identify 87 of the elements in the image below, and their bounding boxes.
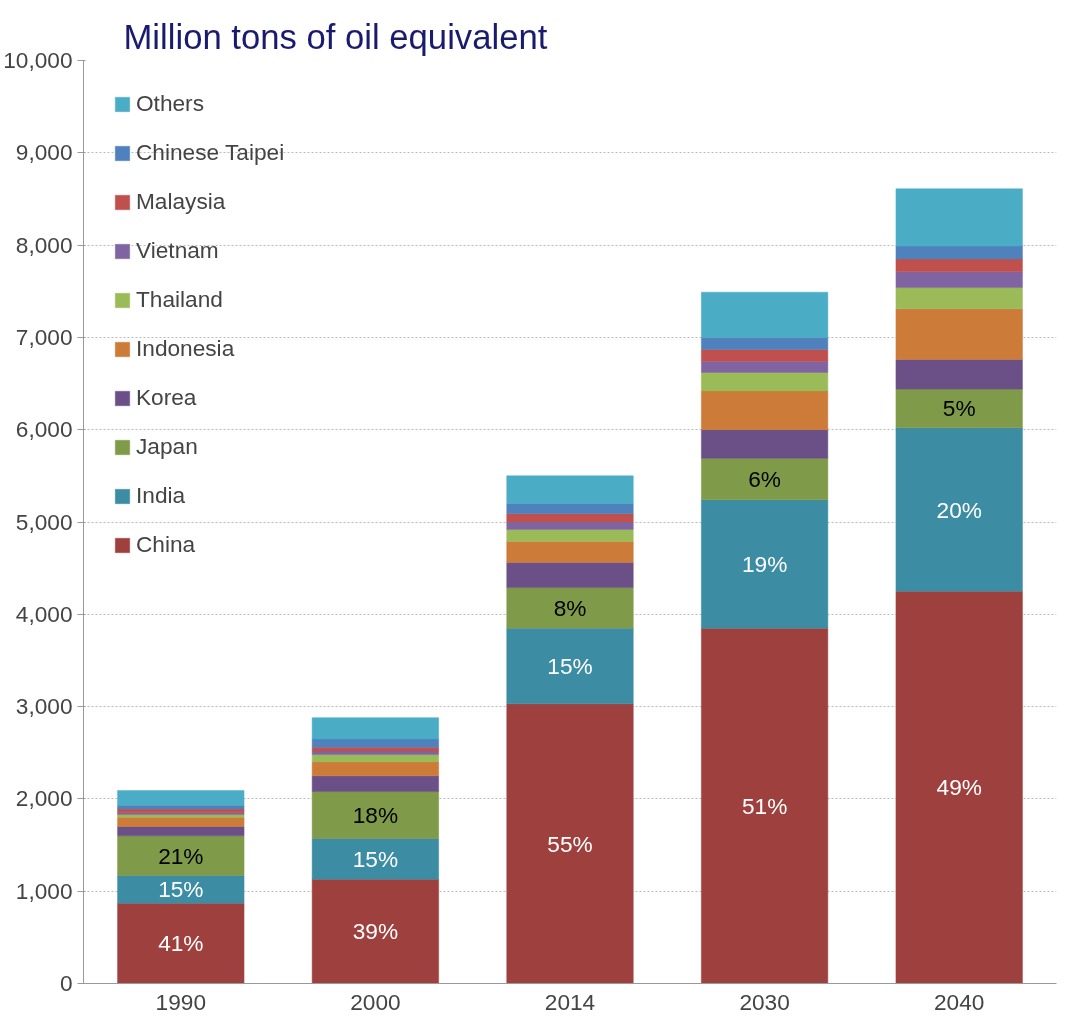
y-tick-label: 1,000 [15,877,73,904]
bar [506,587,634,629]
annotation: 39% [352,918,399,945]
bar [701,429,829,459]
bar [117,835,245,876]
bar [895,258,1023,273]
bar [506,627,634,705]
bar [117,875,245,904]
bar [701,361,829,373]
legend-label: Indonesia [136,335,235,362]
bar [117,790,245,806]
legend-label: Chinese Taipei [136,139,285,166]
y-tick-label: 2,000 [15,785,73,812]
annotation: 6% [748,466,781,493]
bar [895,427,1023,592]
annotation: 15% [158,876,204,903]
legend-label: Japan [136,433,198,460]
bar [701,458,829,501]
annotation: 41% [158,930,204,957]
y-tick-label: 6,000 [15,416,73,443]
bar [117,826,245,837]
bar [311,878,439,984]
bar [701,291,829,338]
y-tick-label: 0 [59,970,73,996]
bar [311,738,439,748]
bar [311,754,439,763]
y-tick-label: 7,000 [15,323,73,350]
legend-label: India [136,482,186,509]
annotation: 8% [553,594,587,621]
bar [895,308,1023,360]
legend-label: Korea [136,384,197,411]
x-tick-label: 1990 [155,988,207,1015]
annotation: 19% [741,551,788,577]
bar [506,703,634,984]
y-tick-label: 9,000 [15,139,73,166]
x-tick-label: 2040 [934,988,985,1015]
legend-label: China [136,531,196,558]
bar [895,388,1023,429]
y-tick-label: 8,000 [15,231,73,258]
x-tick-label: 2014 [544,988,596,1015]
bar [701,627,829,984]
bar [506,475,634,504]
bar [701,390,829,430]
annotation: 49% [936,774,982,801]
annotation: 15% [547,652,593,679]
chart-title: Million tons of oil equivalent [123,17,548,56]
bar [895,287,1023,310]
y-tick-label: 4,000 [15,600,73,627]
legend-label: Vietnam [136,237,219,264]
annotation: 15% [352,845,399,872]
annotation: 5% [942,395,976,422]
bar [895,188,1023,247]
bar [701,337,829,350]
bar [506,503,634,514]
bar [311,775,439,792]
bar [311,791,439,839]
bar [701,349,829,362]
bar [117,817,245,827]
annotation: 18% [352,802,399,829]
bar [311,838,439,880]
bar [506,529,634,542]
annotation: 21% [158,842,204,869]
annotation: 20% [936,496,982,523]
bar [701,499,829,629]
bar [506,513,634,523]
legend-label: Thailand [136,286,223,313]
legend-label: Others [136,90,204,117]
y-tick-label: 10,000 [3,47,73,73]
bar [506,541,634,563]
bar [895,590,1023,984]
annotation: 51% [741,792,788,819]
bar [506,562,634,588]
x-tick-label: 2000 [350,988,401,1015]
y-tick-label: 3,000 [15,693,73,720]
y-tick-label: 5,000 [15,508,73,535]
bar [895,271,1023,288]
bar [311,761,439,777]
bar [506,521,634,530]
bar [701,372,829,392]
annotation: 55% [547,830,593,857]
bar [895,245,1023,260]
bar [311,746,439,752]
bar [311,717,439,740]
bar [895,359,1023,390]
x-tick-label: 2030 [739,988,790,1015]
legend-label: Malaysia [136,188,226,215]
bar [117,902,245,984]
